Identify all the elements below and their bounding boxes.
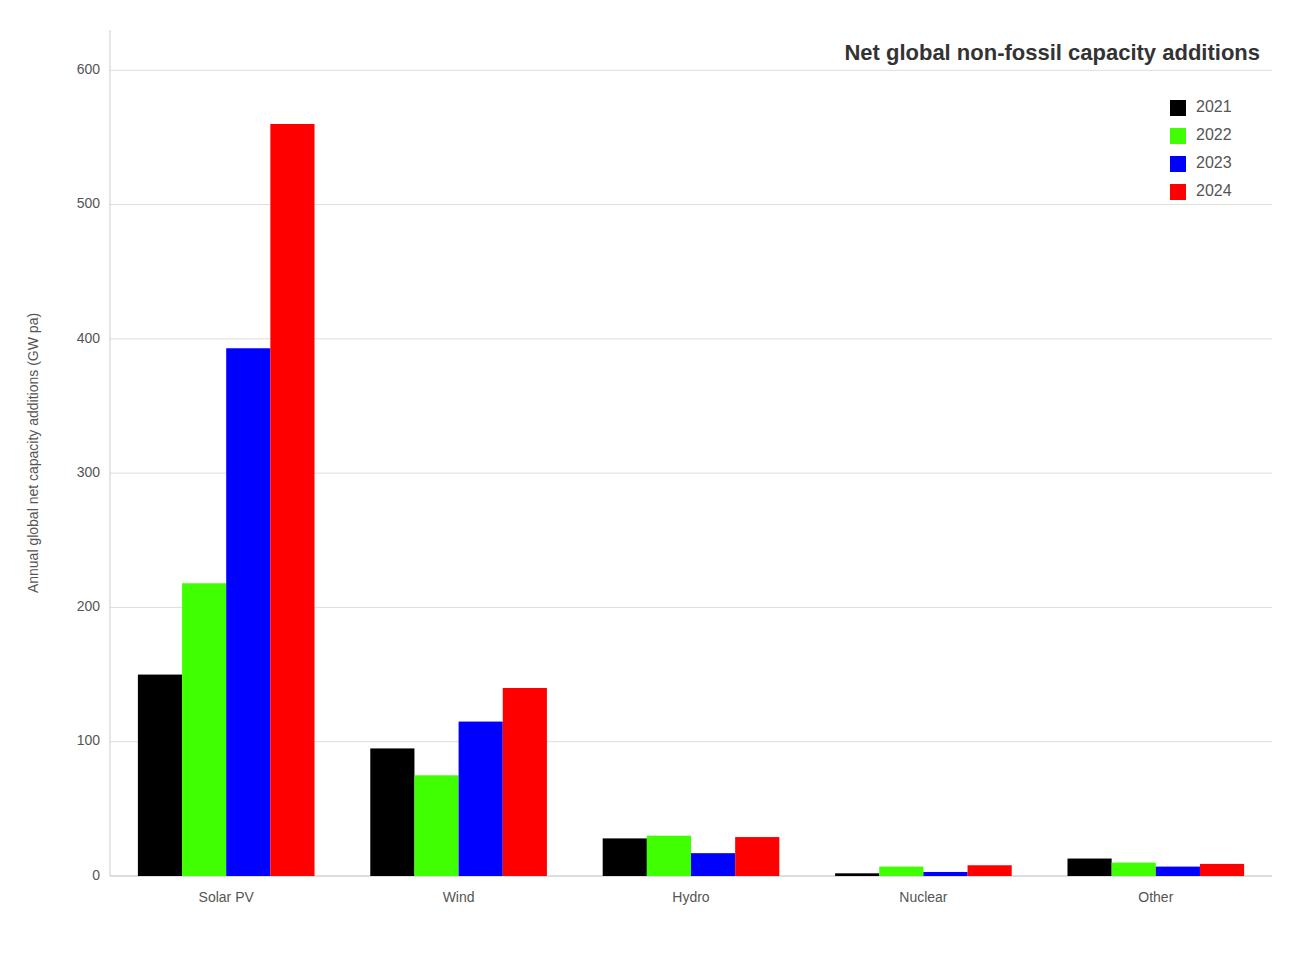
grid-line — [110, 70, 1272, 71]
legend-swatch — [1170, 128, 1186, 144]
bar — [414, 775, 458, 876]
y-tick-label: 100 — [77, 732, 101, 748]
bar — [370, 748, 414, 876]
bar — [138, 675, 182, 876]
x-tick-label: Nuclear — [899, 889, 948, 905]
legend-label: 2023 — [1196, 154, 1232, 171]
legend-label: 2024 — [1196, 182, 1232, 199]
bar — [1156, 867, 1200, 876]
y-tick-label: 600 — [77, 61, 101, 77]
bars — [138, 124, 1244, 876]
bar — [182, 583, 226, 876]
x-tick-label: Hydro — [672, 889, 710, 905]
x-tick-label: Wind — [443, 889, 475, 905]
y-tick-label: 500 — [77, 195, 101, 211]
bar — [879, 867, 923, 876]
bar — [503, 688, 547, 876]
bar — [835, 873, 879, 876]
y-axis-line — [110, 30, 111, 876]
legend-label: 2022 — [1196, 126, 1232, 143]
bar — [691, 853, 735, 876]
bar — [226, 348, 270, 876]
legend-swatch — [1170, 156, 1186, 172]
legend: 2021 2022 2023 2024 — [1170, 98, 1232, 200]
bar — [603, 838, 647, 876]
bar — [1067, 859, 1111, 876]
y-tick-label: 300 — [77, 464, 101, 480]
legend-swatch — [1170, 100, 1186, 116]
chart-svg: 0 100 200 300 400 500 600 Solar PV Wind Hydro Nucl… — [0, 0, 1312, 966]
legend-label: 2021 — [1196, 98, 1232, 115]
bar — [735, 837, 779, 876]
grid — [110, 70, 1272, 876]
bar — [459, 722, 503, 876]
bar — [923, 872, 967, 876]
legend-swatch — [1170, 184, 1186, 200]
y-axis-label: Annual global net capacity additions (GW… — [25, 313, 41, 593]
bar — [1112, 863, 1156, 876]
x-tick-label: Other — [1138, 889, 1173, 905]
bar — [270, 124, 314, 876]
title: Net global non-fossil capacity additions — [844, 40, 1260, 65]
bar — [1200, 864, 1244, 876]
x-tick-label: Solar PV — [199, 889, 255, 905]
y-tick-label: 400 — [77, 330, 101, 346]
y-tick-label: 0 — [92, 867, 100, 883]
bar — [647, 836, 691, 876]
bar — [968, 865, 1012, 876]
chart-container: 0 100 200 300 400 500 600 Solar PV Wind Hydro Nucl… — [0, 0, 1312, 966]
y-tick-label: 200 — [77, 598, 101, 614]
